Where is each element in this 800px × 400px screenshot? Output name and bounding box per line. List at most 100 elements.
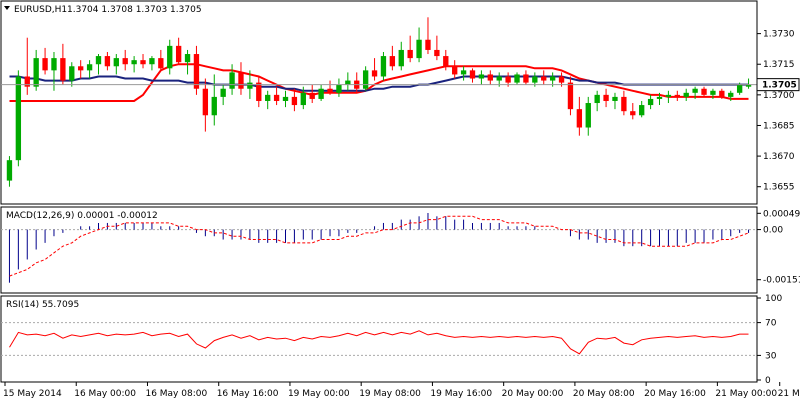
macd-tick-label: 0.00 bbox=[763, 226, 783, 236]
candle-body bbox=[523, 74, 529, 83]
candle-body bbox=[594, 94, 600, 104]
candle-body bbox=[603, 94, 609, 101]
candle-body bbox=[69, 66, 75, 81]
candle-body bbox=[273, 94, 280, 101]
candle-body bbox=[282, 96, 289, 101]
macd-label: MACD(12,26,9) 0.00001 -0.00012 bbox=[6, 211, 158, 221]
candle-body bbox=[665, 94, 672, 97]
candle-body bbox=[398, 49, 404, 67]
time-tick-label: 20 May 16:00 bbox=[644, 389, 706, 399]
candle-body bbox=[612, 96, 618, 101]
candle-body bbox=[60, 58, 66, 81]
current-price-label: 1.3705 bbox=[762, 81, 797, 91]
candle-body bbox=[95, 56, 102, 65]
candle-body bbox=[131, 60, 137, 65]
time-axis: 15 May 2014 16 May 00:00 16 May 08:00 16 Ma… bbox=[3, 382, 800, 399]
candle-body bbox=[42, 58, 48, 71]
price-tick-label: 1.3655 bbox=[763, 183, 795, 193]
candle-body bbox=[478, 74, 485, 79]
candle-body bbox=[300, 92, 306, 106]
candle-body bbox=[6, 160, 13, 181]
candle-body bbox=[229, 72, 235, 89]
candle-body bbox=[683, 92, 689, 97]
rsi-label: RSI(14) 55.7095 bbox=[6, 300, 79, 310]
candle-body bbox=[167, 45, 173, 69]
macd-tick-label: 0.00049 bbox=[763, 209, 800, 219]
candle-body bbox=[701, 88, 707, 95]
price-axis: 1.3655 1.3670 1.3685 1.3700 1.3715 1.3730 bbox=[757, 30, 795, 193]
candle-body bbox=[256, 82, 262, 101]
candle-body bbox=[184, 54, 191, 63]
macd-histogram bbox=[8, 212, 750, 283]
time-tick-label: 19 May 08:00 bbox=[359, 389, 421, 399]
candle-body bbox=[113, 58, 119, 67]
collapse-triangle-icon[interactable] bbox=[4, 6, 10, 10]
candle-body bbox=[674, 94, 680, 97]
price-tick-label: 1.3670 bbox=[763, 152, 795, 162]
candle-body bbox=[202, 88, 209, 116]
candle-body bbox=[407, 49, 413, 59]
candle-body bbox=[460, 70, 467, 75]
candle-body bbox=[104, 56, 111, 67]
candle-body bbox=[692, 88, 698, 93]
candle-body bbox=[487, 74, 493, 81]
candle-body bbox=[416, 39, 422, 59]
candle-body bbox=[265, 94, 271, 101]
time-tick-label: 19 May 00:00 bbox=[288, 389, 350, 399]
price-panel: 1.3655 1.3670 1.3685 1.3700 1.3715 1.3730 1.3… bbox=[0, 0, 800, 205]
moving-average-line bbox=[9, 63, 749, 102]
candle-body bbox=[318, 88, 324, 99]
time-tick-label: 20 May 00:00 bbox=[502, 389, 564, 399]
candle-body bbox=[211, 96, 217, 116]
candle-body bbox=[15, 76, 22, 161]
current-price-box bbox=[756, 78, 800, 92]
symbol-label: EURUSD,H1 bbox=[14, 5, 67, 15]
candle-body bbox=[362, 70, 369, 89]
candle-body bbox=[514, 74, 520, 83]
candle-body bbox=[621, 96, 627, 112]
macd-tick-label: -0.00151 bbox=[763, 276, 800, 286]
macd-axis: 0.00049 0.00 -0.00151 bbox=[757, 209, 800, 286]
rsi-panel-frame bbox=[0, 295, 758, 383]
time-tick-label: 19 May 16:00 bbox=[430, 389, 492, 399]
time-tick-label: 16 May 00:00 bbox=[74, 389, 136, 399]
price-tick-label: 1.3700 bbox=[763, 91, 795, 101]
rsi-tick-label: 70 bbox=[765, 319, 777, 329]
rsi-axis: 100 70 30 0 bbox=[757, 294, 782, 386]
macd-panel-frame bbox=[0, 206, 758, 294]
candle-body bbox=[78, 66, 84, 71]
candle-body bbox=[496, 76, 502, 81]
candle-body bbox=[549, 76, 556, 81]
candle-body bbox=[736, 84, 743, 93]
rsi-tick-label: 100 bbox=[765, 294, 782, 304]
candle-body bbox=[220, 88, 226, 97]
candle-body bbox=[345, 80, 351, 85]
macd-signal-line bbox=[9, 215, 749, 277]
price-tick-label: 1.3730 bbox=[763, 30, 795, 40]
candle-body bbox=[710, 90, 716, 95]
candle-body bbox=[639, 105, 645, 116]
ohlc-label: 1.3704 1.3708 1.3703 1.3705 bbox=[67, 5, 202, 15]
candle-body bbox=[425, 39, 431, 50]
candle-body bbox=[33, 58, 39, 87]
candle-body bbox=[140, 60, 146, 65]
rsi-tick-label: 30 bbox=[765, 351, 777, 361]
candle-body bbox=[585, 103, 591, 128]
candle-body bbox=[327, 88, 333, 93]
candle-body bbox=[443, 56, 449, 67]
price-tick-label: 1.3685 bbox=[763, 121, 795, 131]
candle-body bbox=[541, 76, 547, 81]
candle-body bbox=[558, 76, 565, 83]
candle-body bbox=[24, 76, 30, 87]
candle-body bbox=[469, 70, 476, 79]
candle-body bbox=[175, 45, 182, 63]
candle-body bbox=[719, 90, 725, 97]
time-tick-label: 21 May 08:00 bbox=[778, 389, 800, 399]
candle-body bbox=[647, 98, 654, 106]
candle-body bbox=[158, 58, 164, 69]
candle-body bbox=[532, 76, 538, 83]
price-panel-frame bbox=[0, 0, 758, 205]
rsi-panel: 100 70 30 0 RSI(14) 55.7095 bbox=[0, 294, 782, 386]
candle-body bbox=[434, 49, 440, 57]
